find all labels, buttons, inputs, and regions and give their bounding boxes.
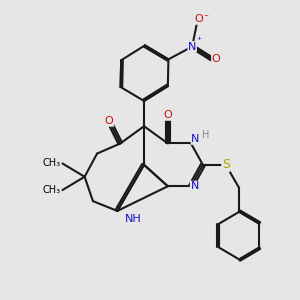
Text: O: O — [194, 14, 203, 24]
Text: N: N — [191, 134, 200, 144]
Text: CH₃: CH₃ — [43, 158, 61, 168]
Text: $^-$: $^-$ — [202, 12, 209, 21]
Text: CH₃: CH₃ — [43, 185, 61, 195]
Text: S: S — [222, 158, 230, 171]
Text: H: H — [202, 130, 210, 140]
Text: O: O — [105, 116, 113, 126]
Text: N: N — [188, 42, 196, 52]
Text: NH: NH — [124, 214, 141, 224]
Text: O: O — [164, 110, 172, 120]
Text: $^+$: $^+$ — [195, 35, 202, 44]
Text: N: N — [190, 181, 199, 191]
Text: O: O — [212, 54, 220, 64]
